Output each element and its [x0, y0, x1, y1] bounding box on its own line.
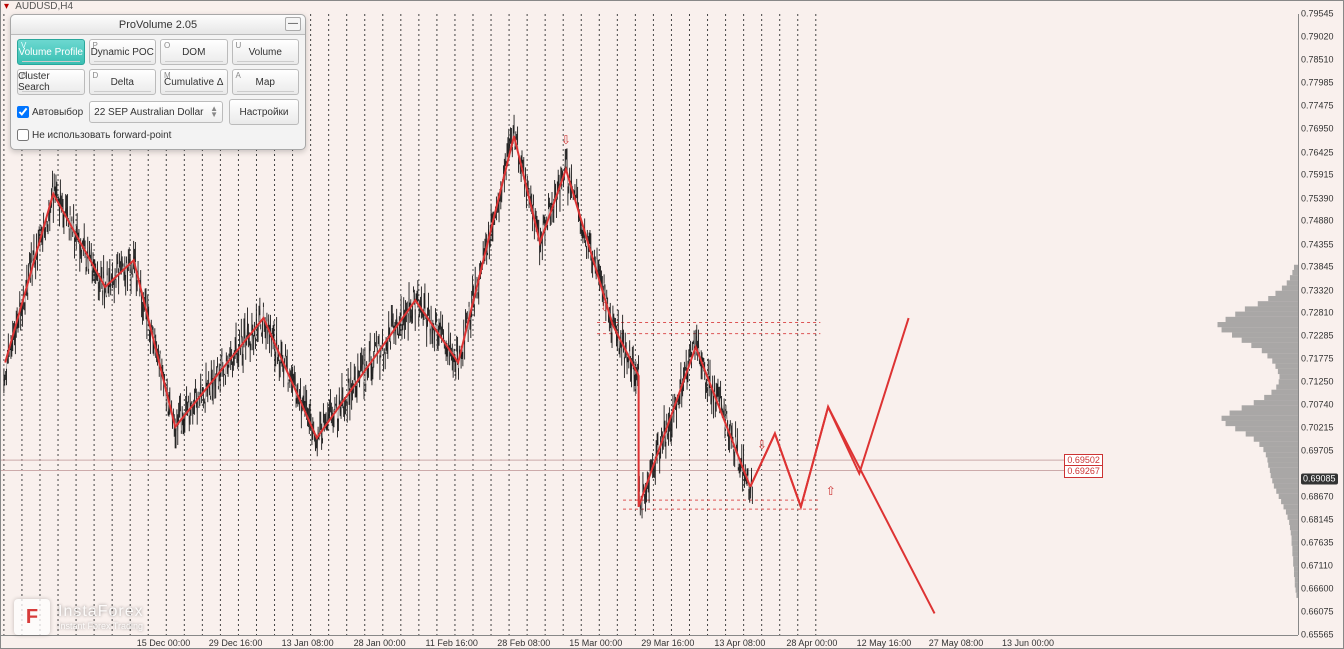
panel-button-delta[interactable]: D Delta [89, 69, 157, 95]
x-tick-label: 15 Dec 00:00 [137, 638, 191, 648]
x-tick-label: 28 Apr 00:00 [786, 638, 837, 648]
provolume-panel[interactable]: ProVolume 2.05 — V Volume Profile P Dyna… [10, 14, 306, 150]
y-tick-label: 0.78510 [1301, 55, 1334, 64]
instaforex-watermark: F InstaForex Instant Forex Trading [14, 599, 144, 635]
panel-button-hotkey: M [164, 71, 171, 80]
y-tick-label: 0.69705 [1301, 447, 1334, 456]
title-marker-icon: ▾ [4, 1, 9, 12]
y-tick-label: 0.72810 [1301, 309, 1334, 318]
date-axis: 15 Dec 00:00 29 Dec 16:00 13 Jan 08:00 28 J… [0, 635, 1298, 649]
y-tick-label: 0.74355 [1301, 240, 1334, 249]
panel-titlebar[interactable]: ProVolume 2.05 — [11, 15, 305, 35]
y-tick-label: 0.75915 [1301, 171, 1334, 180]
x-tick-label: 13 Apr 08:00 [714, 638, 765, 648]
signal-arrow-icon: ⇩ [561, 134, 571, 146]
panel-button-volume[interactable]: U Volume [232, 39, 300, 65]
panel-button-hotkey: O [164, 41, 170, 50]
chart-root: ▾ AUDUSD,H4 0.695020.69267 ⇩⇩⇩⇧ 0.795450… [0, 0, 1344, 649]
watermark-tagline: Instant Forex Trading [58, 621, 144, 631]
panel-button-volume-profile[interactable]: V Volume Profile [17, 39, 85, 65]
panel-button-hotkey: A [236, 71, 241, 80]
y-tick-label: 0.67110 [1301, 562, 1333, 571]
panel-body: V Volume Profile P Dynamic POC O DOM U V… [11, 35, 305, 149]
signal-arrow-icon: ⇩ [757, 439, 767, 451]
contract-spin-icon[interactable]: ▲▼ [210, 106, 218, 118]
signal-arrow-icon: ⇩ [600, 301, 610, 313]
settings-button[interactable]: Настройки [229, 99, 299, 125]
x-tick-label: 28 Jan 00:00 [354, 638, 406, 648]
auto-select-checkbox[interactable]: Автовыбор [17, 106, 83, 118]
y-tick-label: 0.70215 [1301, 424, 1334, 433]
contract-selector[interactable]: 22 SEP Australian Dollar ▲▼ [89, 101, 223, 123]
settings-label: Настройки [239, 107, 288, 118]
auto-select-input[interactable] [17, 106, 29, 118]
no-fwd-checkbox[interactable]: Не использовать forward-point [17, 129, 171, 141]
x-tick-label: 11 Feb 16:00 [426, 638, 478, 648]
panel-button-dynamic-poc[interactable]: P Dynamic POC [89, 39, 157, 65]
x-tick-label: 28 Feb 08:00 [497, 638, 550, 648]
y-tick-label: 0.77985 [1301, 79, 1334, 88]
contract-value: 22 SEP Australian Dollar [94, 107, 203, 118]
x-tick-label: 29 Mar 16:00 [641, 638, 694, 648]
y-tick-label: 0.68670 [1301, 493, 1334, 502]
y-tick-label: 0.74880 [1301, 217, 1334, 226]
panel-button-dom[interactable]: O DOM [160, 39, 228, 65]
panel-title-text: ProVolume 2.05 [119, 19, 197, 31]
y-tick-label: 0.70740 [1301, 401, 1334, 410]
panel-button-hotkey: B [21, 71, 26, 80]
panel-button-label: Delta [111, 77, 134, 88]
watermark-logo-icon: F [14, 599, 50, 635]
panel-button-label: Cluster Search [18, 71, 84, 93]
y-tick-label: 0.71250 [1301, 378, 1334, 387]
panel-button-label: DOM [182, 47, 205, 58]
panel-button-label: Map [256, 77, 275, 88]
panel-button-label: Dynamic POC [91, 47, 154, 58]
panel-button-cumulative-[interactable]: M Cumulative Δ [160, 69, 228, 95]
panel-button-hotkey: P [93, 41, 98, 50]
y-tick-label: 0.72285 [1301, 332, 1334, 341]
price-axis: 0.795450.790200.785100.779850.774750.769… [1298, 14, 1344, 635]
panel-button-label: Volume Profile [19, 47, 83, 58]
symbol-title-bar: ▾ AUDUSD,H4 [0, 0, 77, 14]
y-tick-label: 0.75390 [1301, 194, 1334, 203]
auto-select-label: Автовыбор [32, 107, 83, 118]
panel-button-hotkey: D [93, 71, 99, 80]
price-label: 0.69267 [1064, 465, 1103, 478]
x-tick-label: 12 May 16:00 [857, 638, 912, 648]
y-tick-label: 0.73845 [1301, 263, 1334, 272]
y-tick-label: 0.79020 [1301, 33, 1334, 42]
x-tick-label: 29 Dec 16:00 [209, 638, 263, 648]
symbol-label: AUDUSD,H4 [15, 1, 73, 12]
y-tick-label: 0.77475 [1301, 101, 1334, 110]
no-fwd-label: Не использовать forward-point [32, 130, 171, 141]
x-tick-label: 15 Mar 00:00 [569, 638, 622, 648]
y-tick-label: 0.66600 [1301, 585, 1334, 594]
no-fwd-input[interactable] [17, 129, 29, 141]
x-tick-label: 13 Jun 00:00 [1002, 638, 1054, 648]
panel-button-hotkey: U [236, 41, 242, 50]
y-tick-label: 0.79545 [1301, 10, 1334, 19]
x-tick-label: 27 May 08:00 [929, 638, 984, 648]
y-tick-label: 0.73320 [1301, 286, 1334, 295]
current-price-label: 0.69085 [1301, 473, 1338, 484]
panel-button-cluster-search[interactable]: B Cluster Search [17, 69, 85, 95]
x-tick-label: 13 Jan 08:00 [282, 638, 334, 648]
y-tick-label: 0.71775 [1301, 355, 1334, 364]
watermark-brand: InstaForex [58, 603, 144, 621]
y-tick-label: 0.76950 [1301, 125, 1334, 134]
panel-button-label: Cumulative Δ [164, 77, 223, 88]
panel-minimize-button[interactable]: — [285, 17, 301, 31]
panel-button-hotkey: V [21, 41, 26, 50]
signal-arrow-icon: ⇧ [826, 485, 836, 497]
y-tick-label: 0.76425 [1301, 148, 1334, 157]
y-tick-label: 0.68145 [1301, 516, 1334, 525]
y-tick-label: 0.66075 [1301, 608, 1334, 617]
y-tick-label: 0.65565 [1301, 631, 1334, 640]
panel-button-label: Volume [249, 47, 282, 58]
panel-button-map[interactable]: A Map [232, 69, 300, 95]
y-tick-label: 0.67635 [1301, 539, 1334, 548]
